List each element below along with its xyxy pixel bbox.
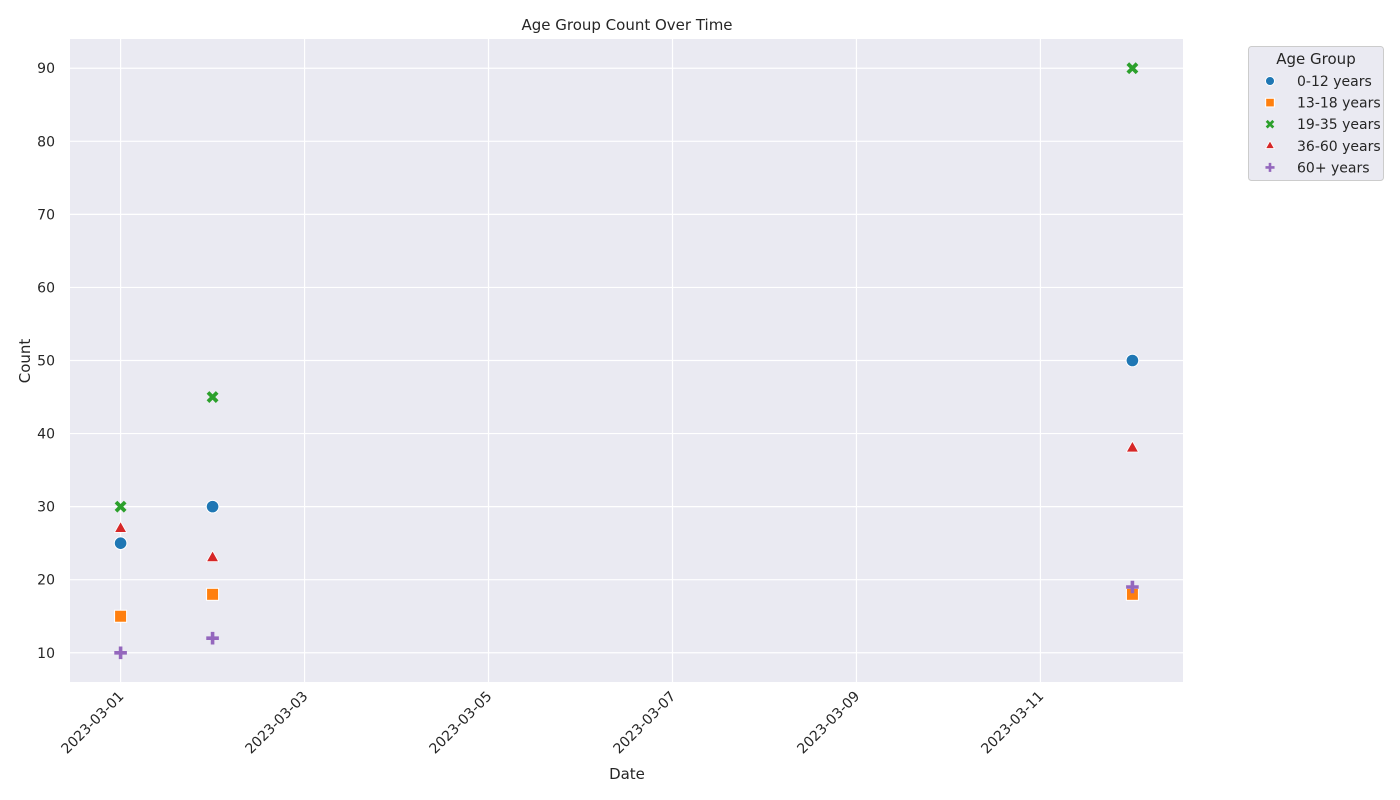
x-tick-label: 2023-03-09 [794,689,863,758]
point-13-18-years [114,609,128,623]
point-36-60-years [1125,440,1140,453]
data-points [113,62,1140,660]
y-tick-label: 80 [37,134,55,150]
y-tick-label: 30 [37,500,55,516]
x-tick-label: 2023-03-07 [610,689,679,758]
x-tick-label: 2023-03-03 [243,689,312,758]
legend-title: Age Group [1276,50,1355,68]
point-0-12-years [113,536,128,550]
legend-frame [1248,46,1384,181]
point-0-12-years [1125,353,1140,368]
point-36-60-years [205,549,220,563]
x-axis-ticks: 2023-03-01 2023-03-03 2023-03-05 2023-03-07… [59,689,1048,758]
y-tick-label: 50 [37,354,55,370]
y-tick-label: 10 [37,646,55,662]
legend-marker-60-years [1265,162,1275,172]
legend-items: 0-12 years 13-18 years 19-35 years 36-60 ye… [1264,74,1381,176]
point-19-35-years [114,500,127,513]
legend-label-36-60-years: 36-60 years [1297,139,1381,155]
x-tick-label: 2023-03-05 [426,689,495,758]
legend-label-0-12-years: 0-12 years [1297,74,1372,90]
y-tick-label: 90 [37,61,55,77]
x-tick-label: 2023-03-01 [59,689,128,758]
legend-marker-36-60-years [1264,139,1276,149]
legend: Age Group 0-12 years 13-18 years 19-35 yea… [1248,46,1384,181]
point-19-35-years [1126,62,1139,75]
point-13-18-years [206,587,220,601]
point-60-years [1126,580,1139,594]
y-tick-label: 70 [37,207,55,223]
legend-label-19-35-years: 19-35 years [1297,117,1381,133]
point-36-60-years [113,520,128,533]
x-axis-title: Date [609,765,645,783]
y-tick-label: 40 [37,427,55,443]
x-tick-label: 2023-03-11 [978,689,1047,758]
legend-label-13-18-years: 13-18 years [1297,96,1381,112]
grid-lines [70,39,1183,682]
y-axis-ticks: 10 20 30 40 50 60 70 80 90 [37,61,55,662]
y-axis-title: Count [16,339,34,384]
legend-marker-19-35-years [1265,119,1275,129]
legend-marker-0-12-years [1264,75,1276,87]
point-19-35-years [206,391,219,403]
point-60-years [206,631,219,645]
legend-label-60-years: 60+ years [1297,160,1370,176]
point-0-12-years [205,499,220,514]
point-60-years [114,646,127,660]
legend-marker-13-18-years [1265,97,1275,108]
y-tick-label: 60 [37,280,55,296]
y-tick-label: 20 [37,573,55,589]
chart-title: Age Group Count Over Time [521,16,732,34]
